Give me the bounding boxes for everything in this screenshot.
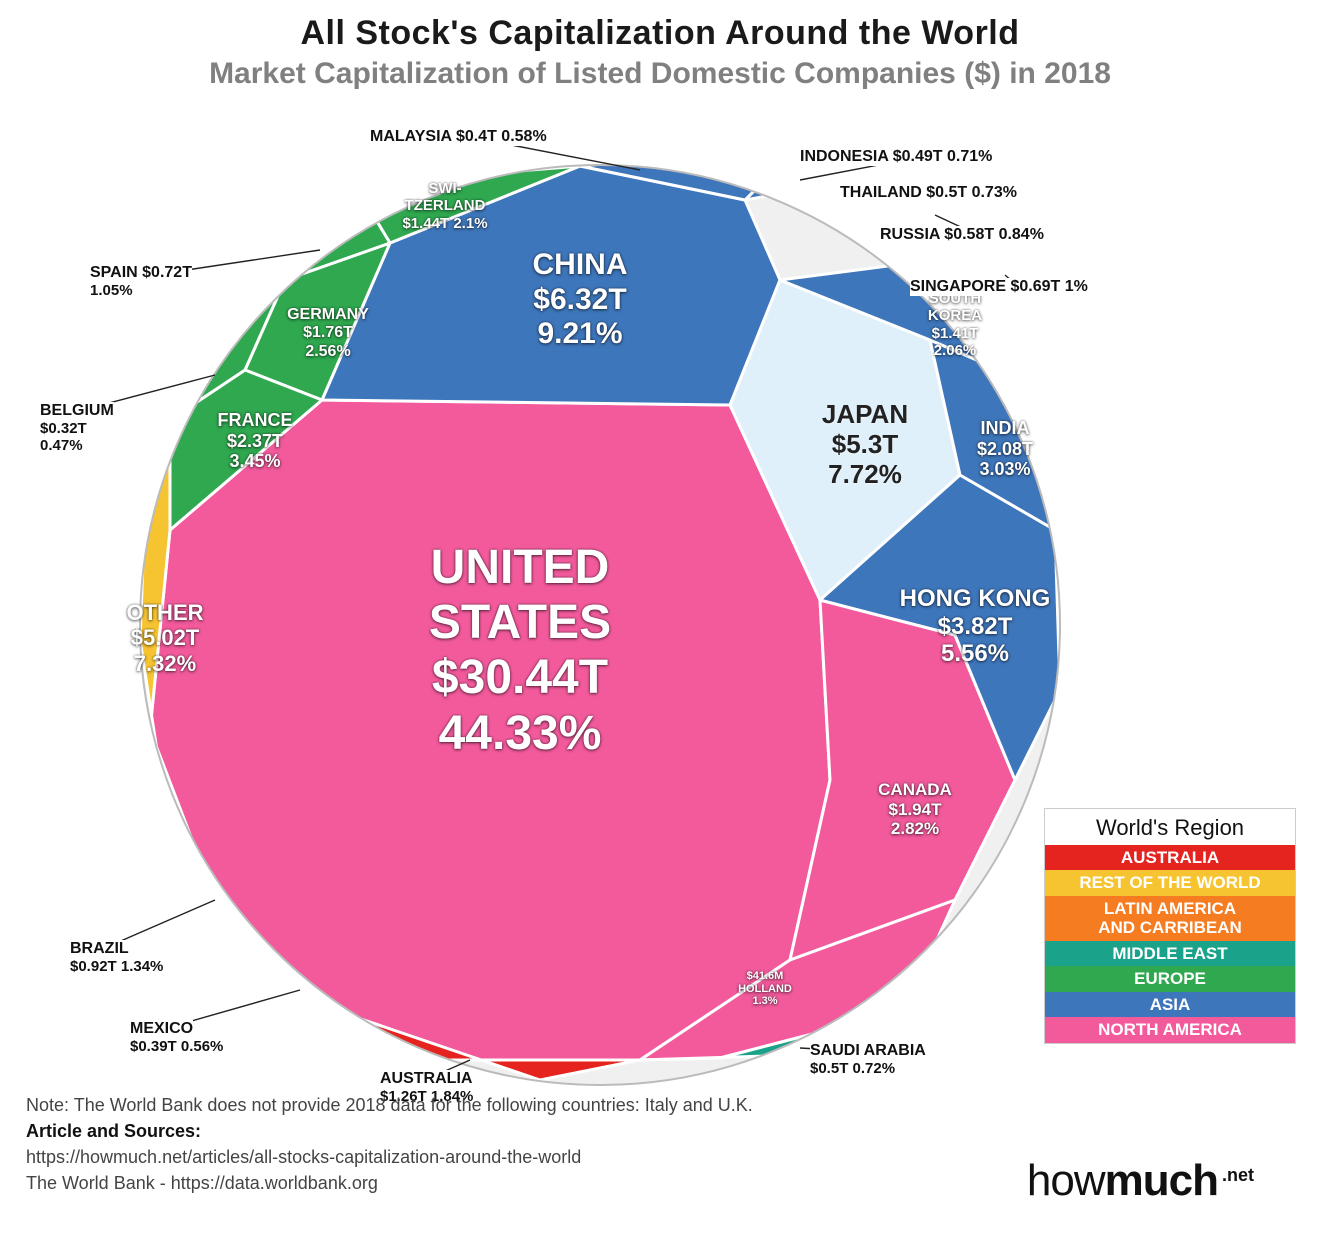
callout-brazil: BRAZIL$0.92T 1.34% — [70, 940, 163, 975]
legend-title: World's Region — [1045, 809, 1295, 845]
label-india: INDIA $2.08T 3.03% — [945, 418, 1065, 480]
label-china: CHINA $6.32T 9.21% — [450, 248, 710, 352]
callout-singapore: SINGAPORE $0.69T 1% — [910, 278, 1088, 296]
label-overlay: UNITED STATES $30.44T 44.33% CHINA $6.32T… — [0, 0, 1320, 1234]
callout-russia: RUSSIA $0.58T 0.84% — [880, 226, 1044, 244]
sources-header: Article and Sources: — [26, 1121, 201, 1142]
source-link-1: https://howmuch.net/articles/all-stocks-… — [26, 1147, 581, 1168]
label-hong_kong: HONG KONG $3.82T 5.56% — [865, 585, 1085, 668]
footnote-line: Note: The World Bank does not provide 20… — [26, 1095, 753, 1116]
label-other: OTHER $5.02T 7.32% — [100, 600, 230, 676]
legend-row-6: NORTH AMERICA — [1045, 1017, 1295, 1043]
label-united_states: UNITED STATES $30.44T 44.33% — [320, 540, 720, 761]
callout-malaysia: MALAYSIA $0.4T 0.58% — [370, 128, 547, 146]
label-canada: CANADA $1.94T 2.82% — [855, 780, 975, 839]
label-france: FRANCE $2.37T 3.45% — [195, 410, 315, 472]
legend: World's Region AUSTRALIAREST OF THE WORL… — [1044, 808, 1296, 1044]
callout-mexico: MEXICO$0.39T 0.56% — [130, 1020, 223, 1055]
callout-belgium: BELGIUM$0.32T 0.47% — [40, 402, 114, 454]
legend-row-0: AUSTRALIA — [1045, 845, 1295, 871]
callout-thailand: THAILAND $0.5T 0.73% — [840, 184, 1017, 202]
label-japan: JAPAN $5.3T 7.72% — [775, 400, 955, 490]
label-south_korea: SOUTH KOREA $1.41T 2.06% — [900, 290, 1010, 359]
legend-row-3: MIDDLE EAST — [1045, 941, 1295, 967]
legend-row-1: REST OF THE WORLD — [1045, 870, 1295, 896]
howmuch-logo: howmuch.net — [1027, 1156, 1250, 1206]
callout-indonesia: INDONESIA $0.49T 0.71% — [800, 148, 992, 166]
source-link-2: The World Bank - https://data.worldbank.… — [26, 1173, 378, 1194]
legend-row-5: ASIA — [1045, 992, 1295, 1018]
legend-row-4: EUROPE — [1045, 966, 1295, 992]
callout-saudi_arabia: SAUDI ARABIA$0.5T 0.72% — [810, 1042, 926, 1077]
label-holland: $41.6M HOLLAND 1.3% — [700, 970, 830, 1008]
callout-spain: SPAIN $0.72T1.05% — [90, 264, 192, 299]
legend-row-2: LATIN AMERICA AND CARRIBEAN — [1045, 896, 1295, 941]
label-germany: GERMANY $1.76T 2.56% — [268, 306, 388, 361]
label-switzerland: SWI- TZERLAND $1.44T 2.1% — [380, 180, 510, 232]
